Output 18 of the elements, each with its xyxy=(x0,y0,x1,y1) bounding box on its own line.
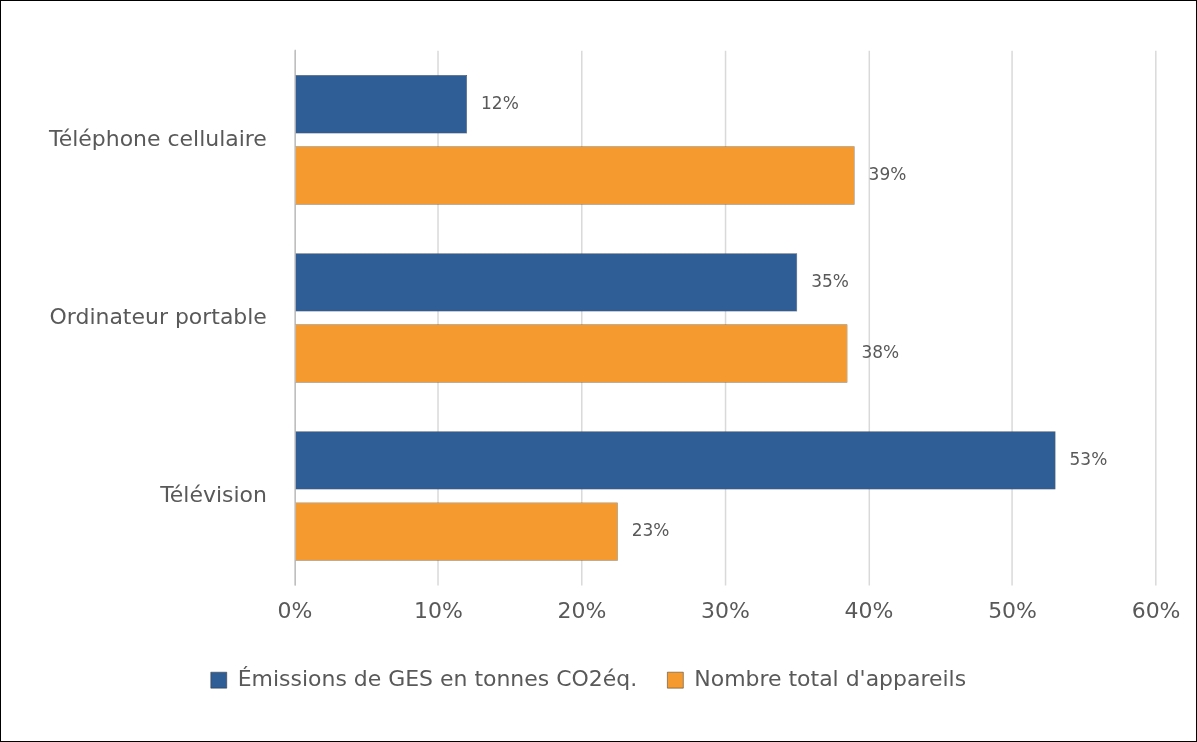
legend-label: Nombre total d'appareils xyxy=(694,665,967,691)
data-label: 38% xyxy=(861,341,900,362)
x-tick-label: 10% xyxy=(413,597,463,623)
x-tick-label: 60% xyxy=(1131,597,1181,623)
data-label: 23% xyxy=(631,520,670,541)
x-tick-label: 50% xyxy=(988,597,1037,623)
legend-label: Émissions de GES en tonnes CO2éq. xyxy=(237,665,638,691)
x-tick-label: 40% xyxy=(844,597,894,623)
x-tick-label: 0% xyxy=(277,597,313,623)
data-label: 39% xyxy=(868,163,907,184)
x-tick-label: 30% xyxy=(701,597,750,623)
data-label: 35% xyxy=(811,270,849,291)
data-label: 12% xyxy=(481,92,519,113)
y-tick-label: Télévision xyxy=(159,481,267,507)
y-tick-label: Téléphone cellulaire xyxy=(48,125,267,151)
y-tick-label: Ordinateur portable xyxy=(49,303,267,329)
data-label: 53% xyxy=(1069,448,1108,469)
x-tick-label: 20% xyxy=(557,597,607,623)
